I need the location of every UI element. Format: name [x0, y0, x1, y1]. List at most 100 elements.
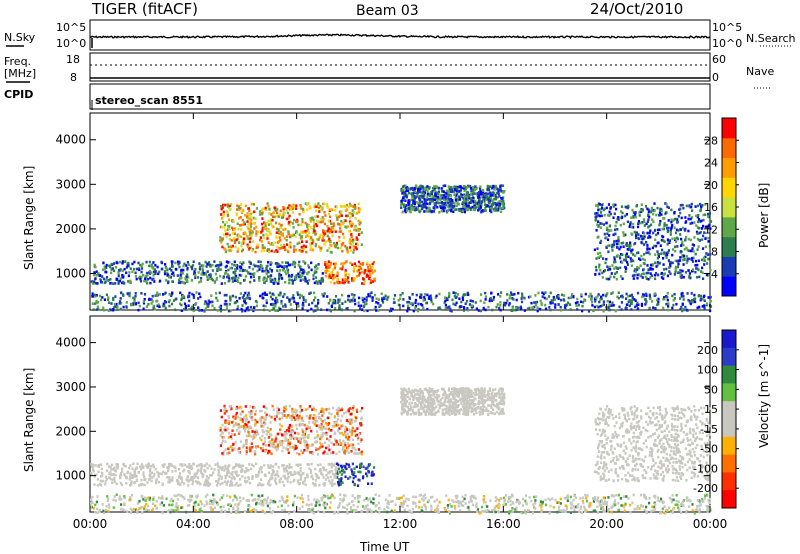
echo-cell [327, 301, 330, 305]
echo-cell [506, 293, 509, 296]
echo-cell [688, 204, 691, 207]
echo-cell [263, 269, 266, 273]
echo-cell [306, 474, 309, 477]
echo-cell [328, 471, 331, 475]
echo-cell [255, 462, 258, 466]
echo-cell [358, 452, 361, 455]
echo-cell [353, 205, 356, 208]
echo-cell [603, 232, 606, 236]
echo-cell [617, 236, 620, 239]
echo-cell [148, 260, 151, 264]
echo-cell [286, 477, 289, 480]
echo-cell [464, 187, 467, 191]
echo-cell [184, 306, 188, 310]
echo-cell [241, 218, 244, 222]
echo-cell [494, 202, 497, 205]
echo-cell [92, 468, 95, 472]
echo-cell [270, 415, 273, 419]
echo-cell [356, 238, 359, 241]
echo-cell [250, 463, 254, 467]
echo-cell [333, 422, 336, 425]
colorbar-tick-label: 4 [711, 268, 718, 281]
echo-cell [286, 235, 289, 238]
echo-cell [313, 231, 316, 234]
echo-cell [188, 295, 191, 298]
echo-cell [453, 193, 456, 196]
echo-cell [643, 224, 646, 227]
echo-cell [201, 267, 204, 270]
echo-cell [234, 470, 237, 474]
echo-cell [681, 302, 684, 306]
echo-cell [152, 261, 155, 264]
echo-cell [418, 195, 421, 198]
echo-cell [409, 187, 412, 190]
echo-cell [342, 439, 345, 443]
echo-cell [510, 291, 513, 294]
echo-cell [497, 189, 500, 193]
echo-cell [342, 470, 345, 473]
echo-cell [209, 300, 212, 304]
echo-cell [666, 226, 669, 230]
echo-cell [633, 230, 636, 234]
echo-cell [269, 243, 272, 246]
echo-cell [685, 204, 688, 208]
echo-cell [452, 190, 456, 193]
echo-cell [141, 483, 144, 486]
echo-cell [667, 305, 670, 308]
echo-cell [609, 275, 612, 278]
echo-cell [530, 301, 533, 305]
echo-cell [701, 266, 704, 270]
echo-cell [486, 185, 489, 188]
echo-cell [652, 231, 655, 235]
echo-cell [198, 265, 202, 269]
echo-cell [308, 217, 311, 220]
echo-cell [270, 249, 273, 253]
echo-cell [267, 436, 270, 439]
echo-cell [210, 294, 213, 297]
echo-cell [447, 193, 450, 197]
echo-cell [648, 247, 651, 251]
echo-cell [265, 233, 268, 236]
echo-cell [698, 238, 701, 242]
echo-cell [107, 465, 111, 468]
echo-cell [295, 207, 298, 210]
echo-cell [319, 424, 322, 427]
echo-cell [339, 246, 342, 250]
echo-cell [625, 267, 628, 271]
echo-cell [405, 195, 408, 199]
echo-cell [417, 206, 420, 210]
echo-cell [257, 276, 261, 280]
echo-cell [281, 261, 284, 264]
echo-cell [96, 282, 99, 285]
echo-cell [355, 275, 358, 278]
echo-cell [478, 190, 481, 194]
echo-cell [227, 268, 230, 272]
echo-cell [673, 292, 676, 296]
echo-cell [599, 304, 602, 308]
echo-cell [375, 301, 378, 304]
echo-cell [152, 304, 155, 308]
echo-cell [637, 266, 641, 270]
echo-cell [442, 209, 445, 213]
echo-cell [276, 410, 279, 413]
echo-cell [127, 264, 131, 267]
echo-cell [488, 198, 491, 201]
echo-cell [608, 210, 611, 214]
echo-cell [348, 202, 352, 206]
echo-cell [469, 208, 472, 211]
echo-cell [291, 282, 294, 285]
echo-cell [594, 265, 598, 269]
echo-cell [237, 484, 240, 487]
echo-cell [323, 202, 326, 206]
echo-cell [360, 270, 363, 274]
echo-cell [262, 278, 265, 282]
echo-cell [339, 483, 342, 486]
echo-cell [439, 198, 442, 201]
echo-cell [537, 291, 540, 295]
echo-cell [622, 234, 625, 237]
echo-cell [269, 466, 272, 470]
echo-cell [285, 465, 288, 469]
echo-cell [222, 450, 225, 454]
echo-cell [406, 300, 409, 304]
echo-cell [266, 426, 269, 430]
